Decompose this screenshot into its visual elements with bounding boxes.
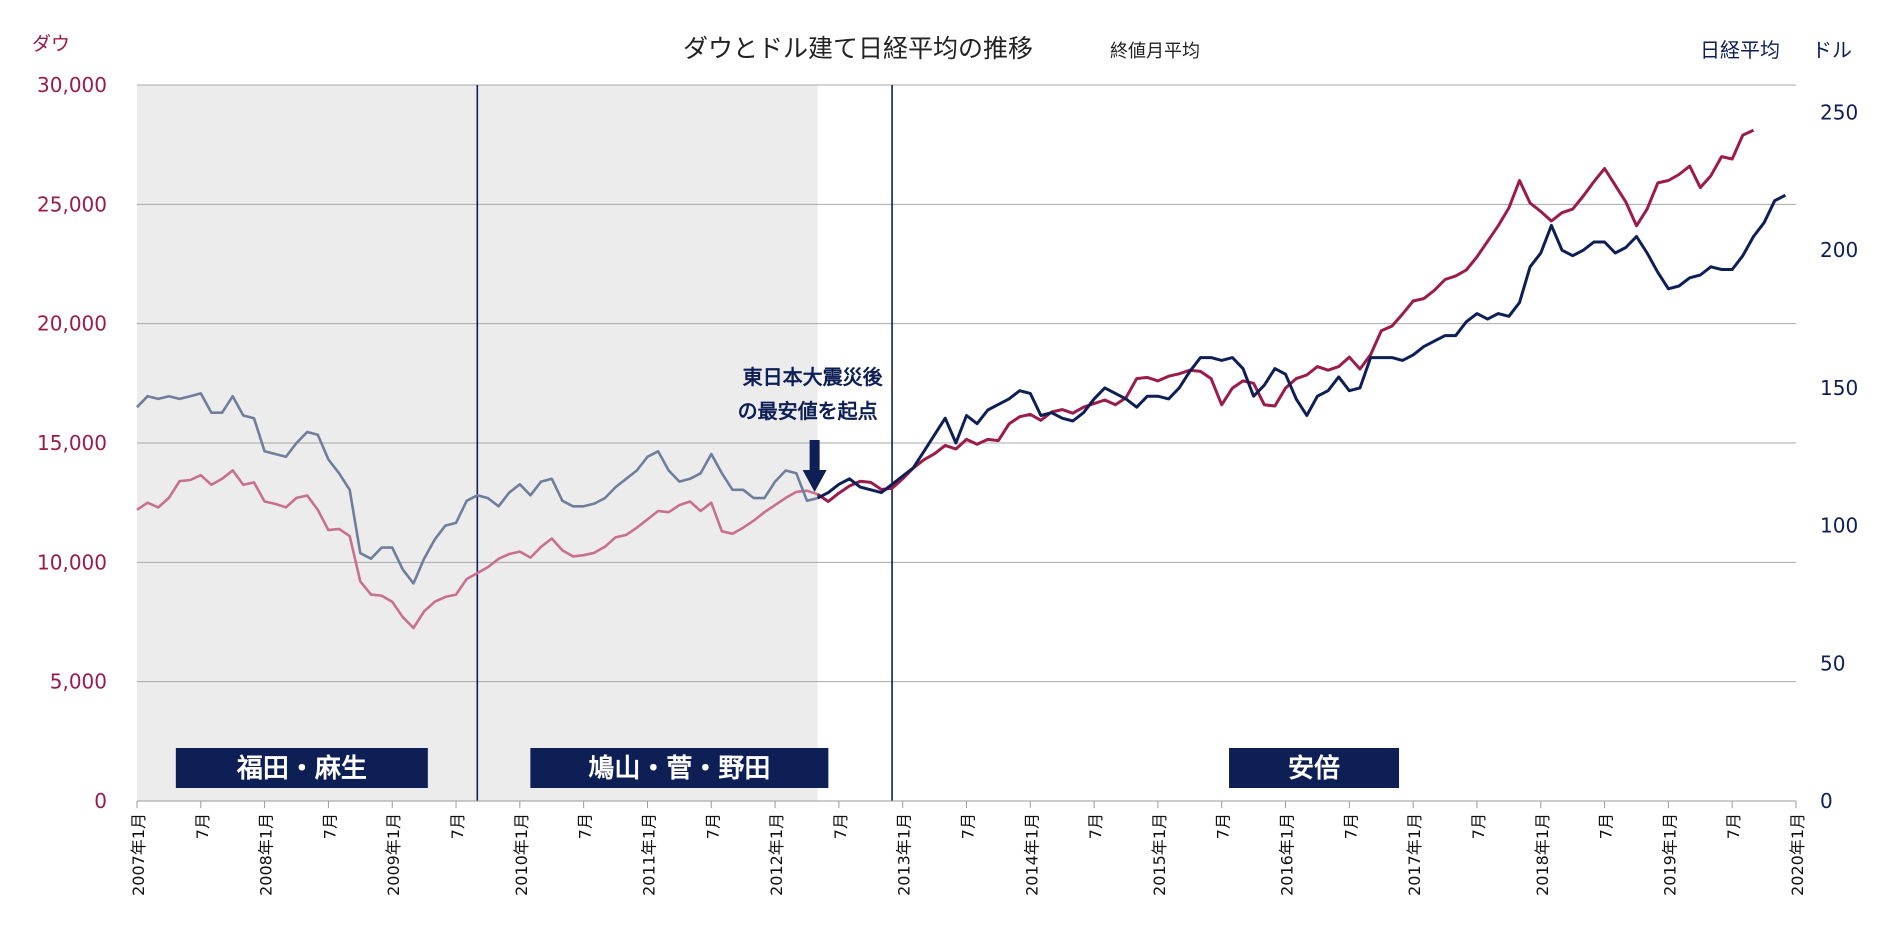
series-line-faded [136,392,818,585]
x-tick-label: 7月 [1214,813,1233,839]
right-tick-label: 200 [1820,238,1858,262]
x-tick-label: 7月 [1597,813,1616,839]
x-tick-label: 2012年1月 [767,813,786,896]
period-labels: 福田・麻生 鳩山・菅・野田 安倍 [175,748,1400,788]
period-label-box [1229,748,1400,788]
x-tick-label: 2019年1月 [1660,813,1679,896]
x-tick-label: 7月 [576,813,595,839]
left-tick-label: 5,000 [50,670,107,694]
period-dividers [476,85,893,801]
series-line-faded [136,469,819,630]
x-tick-label: 2018年1月 [1533,813,1552,896]
x-tick-label: 2015年1月 [1150,813,1169,896]
chart-title: ダウとドル建て日経平均の推移 [683,34,1033,63]
series-line [816,128,1755,503]
annotation-line-1: 東日本大震災後 [743,365,884,389]
right-tick-label: 250 [1820,101,1858,125]
x-tick-label: 2010年1月 [512,813,531,896]
right-axis-ticks: 0 50 100 150 200 250 [1820,101,1858,813]
x-tick-label: 7月 [831,813,850,839]
x-tick-label: 7月 [1724,813,1743,839]
x-tick-label: 7月 [193,813,212,839]
right-tick-label: 50 [1820,651,1845,675]
period-label: 福田・麻生 [236,754,367,784]
annotation: 東日本大震災後 の最安値を起点 [738,365,884,492]
x-axis-ticks: 2007年1月 7月 2008年1月 7月 2009年1月 7月 2010年1月 7月 2011… [129,801,1807,896]
down-arrow-icon [802,440,827,492]
period-label: 鳩山・菅・野田 [588,754,770,784]
x-tick-label: 7月 [1469,813,1488,839]
x-tick-label: 2016年1月 [1278,813,1297,896]
period-label-box [530,748,829,788]
right-axis-label-nikkei: 日経平均 [1700,38,1780,62]
right-tick-label: 0 [1820,789,1833,813]
right-tick-label: 100 [1820,514,1858,538]
x-tick-label: 2014年1月 [1022,813,1041,896]
period-label-box [175,748,428,788]
x-tick-label: 7月 [703,813,722,839]
x-tick-label: 2009年1月 [384,813,403,896]
x-tick-label: 2007年1月 [129,813,148,896]
x-tick-label: 7月 [1341,813,1360,839]
left-tick-label: 20,000 [37,312,107,336]
left-axis-ticks: 0 5,000 10,000 15,000 20,000 25,000 30,000 [37,73,107,813]
chart-subtitle: 終値月平均 [1110,41,1200,62]
x-tick-label: 2008年1月 [257,813,276,896]
right-axis-label-dollar: ドル [1812,38,1852,62]
x-tick-label: 7月 [1086,813,1105,839]
annotation-line-2: の最安値を起点 [738,399,878,423]
x-tick-label: 2013年1月 [895,813,914,896]
period-label: 安倍 [1288,753,1340,784]
left-tick-label: 25,000 [37,192,107,216]
x-tick-label: 2011年1月 [639,813,658,896]
x-tick-label: 2017年1月 [1405,813,1424,896]
x-tick-label: 2020年1月 [1788,813,1807,896]
left-tick-label: 0 [94,789,107,813]
x-tick-label: 7月 [320,813,339,839]
gridlines [137,84,1796,683]
series-line [816,193,1787,500]
x-tick-label: 7月 [959,813,978,839]
left-tick-label: 10,000 [37,550,107,574]
left-tick-label: 15,000 [37,431,107,455]
right-tick-label: 150 [1820,376,1858,400]
left-tick-label: 30,000 [37,73,107,97]
x-tick-label: 7月 [448,813,467,839]
left-axis-label: ダウ [32,33,70,55]
series-lines [136,128,1787,630]
